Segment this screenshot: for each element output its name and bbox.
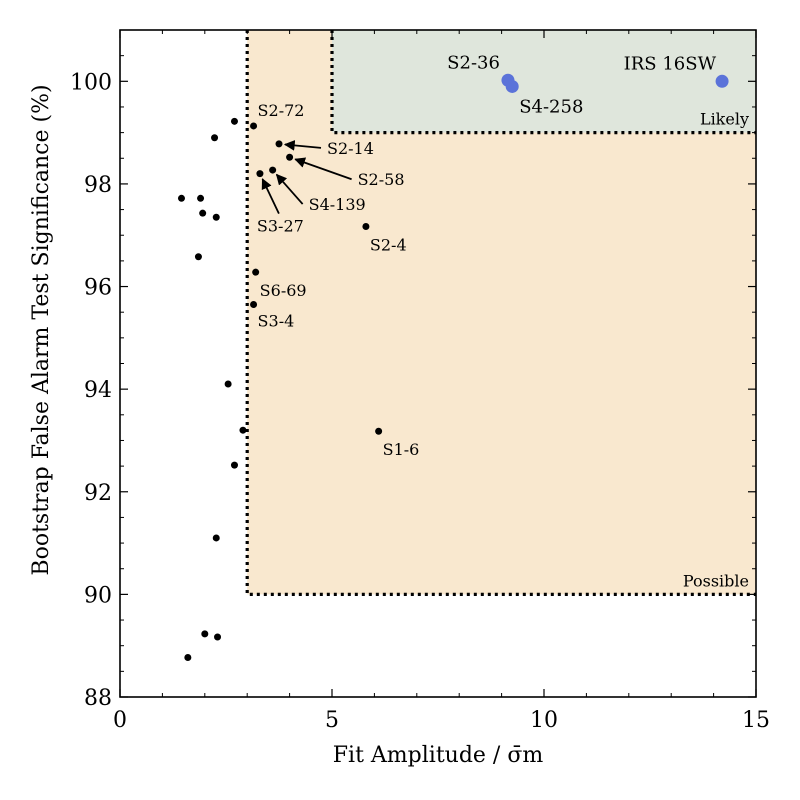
point-label: S3-4 <box>258 311 295 330</box>
point-label: S2-36 <box>447 52 500 73</box>
data-point <box>250 300 258 308</box>
regions-layer <box>247 30 756 595</box>
x-axis-title: Fit Amplitude / σ̄m <box>333 743 544 768</box>
ticks-layer: 0 5 10 15 88 90 92 94 96 98 100 <box>70 29 770 733</box>
point-label: S3-27 <box>257 217 304 236</box>
labels-layer: Possible Likely S2-72 S2-14 S2-58 S4-139 S3-27… <box>257 52 749 590</box>
data-point <box>256 170 264 178</box>
point-label: S2-14 <box>327 139 374 158</box>
data-point <box>269 166 277 174</box>
data-point <box>197 194 205 202</box>
point-label: S4-258 <box>519 96 583 117</box>
y-tick-label: 94 <box>84 378 112 403</box>
region-boundary-possible <box>245 30 756 596</box>
annotation-arrow <box>275 173 304 205</box>
point-label: S4-139 <box>309 195 366 214</box>
point-label: S6-69 <box>260 281 307 300</box>
arrows-layer <box>261 140 352 215</box>
data-point <box>177 194 185 202</box>
x-tick-label: 5 <box>325 708 339 733</box>
highlight-point <box>715 74 729 88</box>
data-point <box>224 380 232 388</box>
data-point <box>252 268 260 276</box>
point-label: IRS 16SW <box>624 53 717 74</box>
data-point <box>362 223 370 231</box>
data-point <box>239 426 247 434</box>
data-point <box>211 134 219 142</box>
region-boundary-likely <box>330 30 756 135</box>
y-tick-label: 88 <box>84 686 112 711</box>
x-tick-label: 10 <box>530 708 558 733</box>
data-point <box>286 153 294 161</box>
points-layer <box>177 73 729 661</box>
boundary-layer <box>245 30 756 596</box>
y-axis-title: Bootstrap False Alarm Test Significance … <box>29 84 54 575</box>
data-point <box>201 630 209 638</box>
highlight-point <box>505 79 519 93</box>
y-tick-label: 96 <box>84 276 112 301</box>
x-tick-label: 0 <box>113 708 127 733</box>
region-label-likely: Likely <box>700 110 749 129</box>
point-label: S1-6 <box>383 440 420 459</box>
data-point <box>212 534 220 542</box>
data-point <box>199 209 207 217</box>
point-label: S2-4 <box>370 236 407 255</box>
region-label-possible: Possible <box>683 571 749 590</box>
data-point <box>375 427 383 435</box>
data-point <box>230 461 238 469</box>
data-point <box>275 140 283 148</box>
y-tick-label: 100 <box>70 70 112 95</box>
annotation-arrow <box>294 157 352 181</box>
data-point <box>212 213 220 221</box>
point-label: S2-58 <box>358 170 405 189</box>
y-tick-label: 90 <box>84 583 112 608</box>
data-point <box>214 633 222 641</box>
data-point <box>230 117 238 125</box>
annotation-arrow <box>283 140 322 151</box>
data-point <box>250 122 258 130</box>
annotation-arrow <box>261 178 280 215</box>
data-point <box>194 253 202 261</box>
region-likely <box>332 30 756 133</box>
y-tick-label: 92 <box>84 481 112 506</box>
y-tick-label: 98 <box>84 173 112 198</box>
x-tick-label: 15 <box>742 708 770 733</box>
point-label: S2-72 <box>258 101 305 120</box>
data-point <box>184 653 192 661</box>
